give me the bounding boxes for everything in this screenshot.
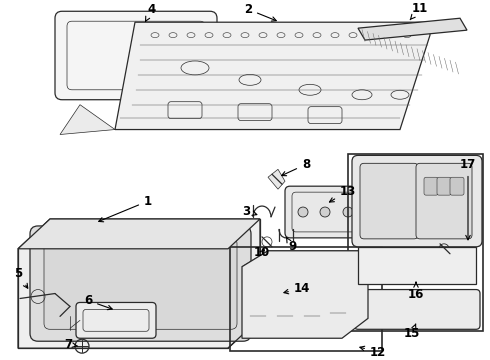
Text: 5: 5 — [14, 267, 28, 288]
Polygon shape — [358, 18, 467, 40]
Text: 17: 17 — [460, 158, 476, 240]
Polygon shape — [358, 247, 476, 284]
Text: 12: 12 — [360, 346, 386, 359]
Text: 11: 11 — [410, 2, 428, 20]
FancyBboxPatch shape — [450, 177, 464, 195]
Ellipse shape — [277, 311, 293, 321]
Polygon shape — [115, 22, 430, 130]
FancyBboxPatch shape — [250, 283, 280, 305]
FancyBboxPatch shape — [310, 276, 340, 298]
Polygon shape — [242, 251, 368, 338]
FancyBboxPatch shape — [361, 248, 474, 282]
Text: 6: 6 — [84, 294, 112, 310]
Text: 3: 3 — [242, 204, 257, 217]
Text: 10: 10 — [254, 246, 270, 259]
Bar — [230, 247, 382, 351]
FancyBboxPatch shape — [354, 289, 480, 329]
FancyBboxPatch shape — [360, 163, 418, 239]
Text: 9: 9 — [286, 238, 296, 253]
FancyBboxPatch shape — [437, 177, 451, 195]
Polygon shape — [60, 105, 115, 135]
FancyBboxPatch shape — [280, 280, 310, 301]
FancyBboxPatch shape — [416, 163, 472, 239]
Text: 8: 8 — [282, 158, 310, 176]
Ellipse shape — [330, 309, 346, 318]
Circle shape — [343, 207, 353, 217]
Text: 7: 7 — [64, 338, 77, 351]
Text: 2: 2 — [244, 3, 276, 21]
Circle shape — [298, 207, 308, 217]
Bar — [348, 154, 483, 331]
FancyBboxPatch shape — [44, 238, 237, 329]
FancyBboxPatch shape — [285, 186, 367, 238]
Polygon shape — [18, 219, 260, 348]
Text: 14: 14 — [284, 282, 310, 295]
Text: 13: 13 — [329, 185, 356, 202]
Circle shape — [320, 207, 330, 217]
FancyBboxPatch shape — [30, 226, 251, 341]
Ellipse shape — [250, 311, 266, 321]
Text: 1: 1 — [98, 195, 152, 222]
Text: 15: 15 — [404, 324, 420, 340]
Ellipse shape — [304, 311, 320, 321]
Polygon shape — [268, 169, 285, 189]
FancyBboxPatch shape — [352, 156, 482, 247]
Text: 4: 4 — [146, 3, 156, 21]
FancyBboxPatch shape — [55, 11, 217, 100]
Polygon shape — [242, 251, 368, 267]
Text: 16: 16 — [408, 282, 424, 301]
FancyBboxPatch shape — [424, 177, 438, 195]
Polygon shape — [18, 219, 260, 249]
FancyBboxPatch shape — [76, 302, 156, 338]
